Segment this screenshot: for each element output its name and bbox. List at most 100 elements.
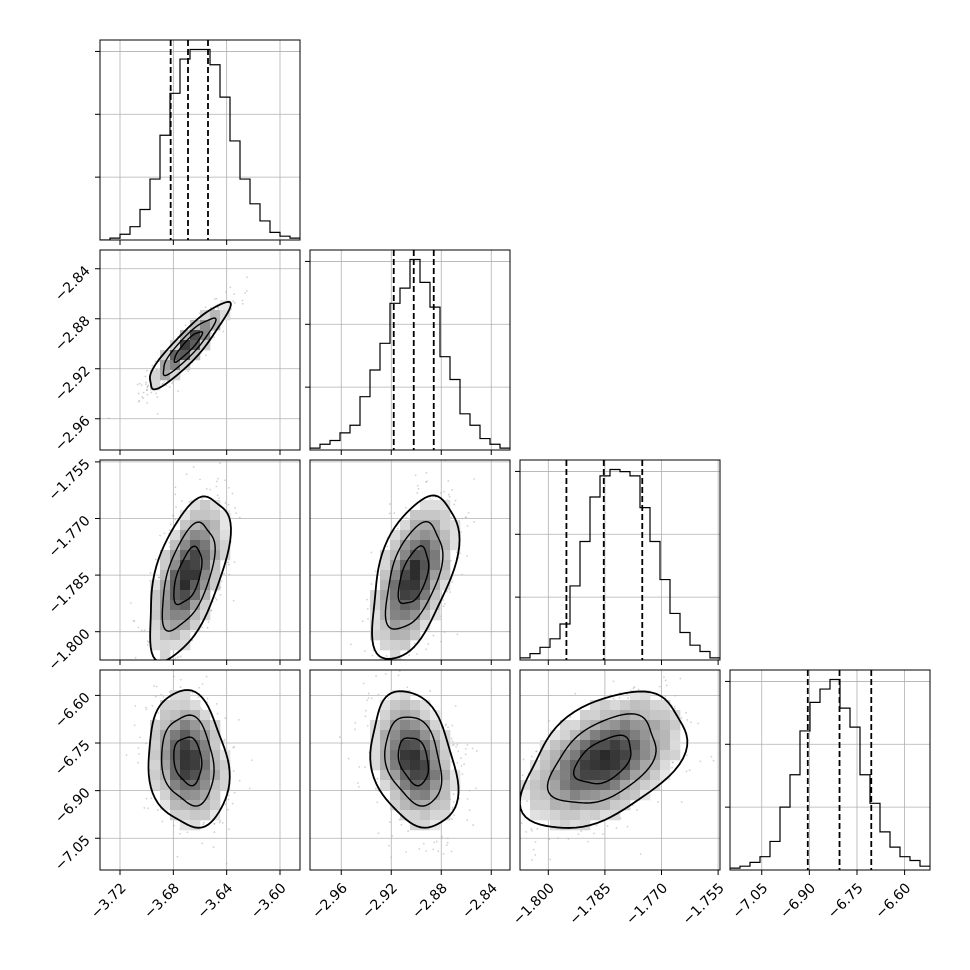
density-cell-3-2-6-5 [580, 720, 591, 731]
point-2-0-478 [205, 487, 208, 490]
density-cell-2-1-13-6 [440, 520, 451, 531]
point-1-0-601 [142, 397, 145, 400]
point-3-0-575 [137, 753, 140, 755]
point-3-0-502 [224, 717, 227, 719]
density-cell-1-0-10-6 [200, 310, 211, 321]
point-3-1-615 [407, 830, 410, 832]
panel-frame-2-1 [309, 459, 511, 661]
xtick-label-p3-2: −6.75 [825, 880, 867, 922]
point-3-2-16 [574, 692, 577, 695]
xtick-label-p1-1: −2.92 [359, 880, 401, 922]
density-cell-3-2-5-10 [570, 770, 581, 781]
panel-2-0 [95, 459, 301, 665]
density-cell-3-0-5-6 [150, 730, 161, 741]
density-cell-2-1-9-17 [400, 630, 411, 641]
density-cell-2-0-11-6 [210, 520, 221, 531]
density-cell-2-1-12-11 [430, 570, 441, 581]
point-3-0-503 [137, 747, 140, 750]
density-cell-1-0-9-10 [190, 350, 201, 361]
density-cell-2-1-10-5 [410, 510, 421, 521]
point-3-2-314 [639, 853, 642, 855]
point-2-1-112 [384, 663, 386, 665]
point-3-2-29 [615, 827, 618, 829]
density-cell-3-0-11-9 [210, 760, 221, 771]
density-cell-3-1-12-13 [430, 800, 441, 811]
point-3-2-333 [531, 829, 533, 832]
histogram-3 [730, 678, 930, 869]
density-1-0 [150, 300, 231, 391]
density-cell-2-1-10-11 [410, 570, 421, 581]
point-2-0-390 [154, 558, 157, 561]
point-2-0-119 [209, 488, 211, 491]
point-3-0-254 [153, 685, 155, 687]
point-3-0-43 [233, 791, 236, 794]
density-cell-3-0-9-10 [190, 770, 201, 781]
histogram-0 [100, 48, 300, 240]
point-3-2-641 [685, 770, 688, 773]
density-cell-2-0-9-15 [190, 610, 201, 621]
density-cell-3-1-10-5 [410, 720, 421, 731]
point-3-2-79 [535, 750, 538, 753]
xtick-label-p1-0: −2.96 [309, 880, 351, 922]
point-3-0-20 [179, 678, 182, 681]
point-3-0-510 [154, 695, 157, 698]
point-2-1-140 [465, 516, 468, 519]
point-3-2-134 [530, 828, 533, 830]
density-cell-3-1-13-10 [440, 770, 451, 781]
point-2-1-566 [464, 516, 467, 519]
density-cell-3-2-3-6 [550, 730, 561, 741]
density-cell-2-0-8-10 [180, 560, 191, 571]
density-cell-3-0-9-12 [190, 790, 201, 801]
point-2-1-462 [374, 570, 377, 573]
density-cell-3-0-11-13 [210, 800, 221, 811]
point-2-0-52 [174, 518, 177, 521]
point-3-0-152 [206, 697, 209, 700]
density-cell-3-1-7-6 [380, 730, 391, 741]
point-3-2-70 [505, 781, 507, 783]
point-1-0-634 [137, 400, 140, 403]
density-cell-2-1-9-11 [400, 570, 411, 581]
point-3-0-185 [157, 712, 160, 714]
density-cell-2-1-13-5 [440, 510, 451, 521]
point-3-0-382 [232, 746, 235, 749]
density-cell-3-0-8-10 [180, 770, 191, 781]
point-3-1-630 [364, 715, 367, 718]
density-cell-3-1-9-11 [400, 780, 411, 791]
point-1-0-215 [156, 396, 159, 398]
density-cell-3-0-10-10 [200, 770, 211, 781]
density-cell-3-2-8-10 [600, 770, 611, 781]
contour-3-2-1 [546, 713, 657, 804]
density-cell-3-0-7-6 [170, 730, 181, 741]
point-3-1-317 [475, 787, 478, 790]
panel-1-0 [95, 249, 301, 455]
density-cell-3-2-14-3 [660, 700, 671, 711]
density-cell-3-2-6-10 [580, 770, 591, 781]
panel-0-0 [95, 39, 301, 245]
density-cell-2-0-9-6 [190, 520, 201, 531]
point-2-1-397 [367, 617, 369, 620]
point-3-2-474 [511, 819, 513, 821]
point-3-2-282 [493, 839, 495, 841]
point-3-2-573 [619, 666, 621, 668]
point-1-0-349 [233, 293, 236, 296]
density-cell-2-1-7-14 [380, 600, 391, 611]
point-3-0-128 [238, 779, 241, 782]
point-2-0-314 [177, 656, 179, 659]
point-2-0-57 [151, 660, 153, 662]
point-3-2-611 [489, 745, 491, 747]
point-3-1-194 [370, 697, 373, 700]
density-cell-2-1-8-15 [390, 610, 401, 621]
point-2-0-171 [192, 466, 195, 468]
density-cell-3-0-7-13 [170, 800, 181, 811]
point-3-1-40 [445, 844, 448, 847]
point-2-1-313 [425, 648, 428, 651]
density-cell-3-2-11-9 [630, 760, 641, 771]
density-cell-3-2-5-14 [570, 810, 581, 821]
density-cell-3-2-7-11 [590, 780, 601, 791]
density-cell-3-1-11-11 [420, 780, 431, 791]
density-cell-3-0-12-8 [220, 750, 231, 761]
point-1-0-146 [144, 383, 147, 386]
point-2-1-213 [448, 495, 451, 498]
density-cell-3-0-11-14 [210, 810, 221, 821]
density-cell-3-2-8-7 [600, 740, 611, 751]
